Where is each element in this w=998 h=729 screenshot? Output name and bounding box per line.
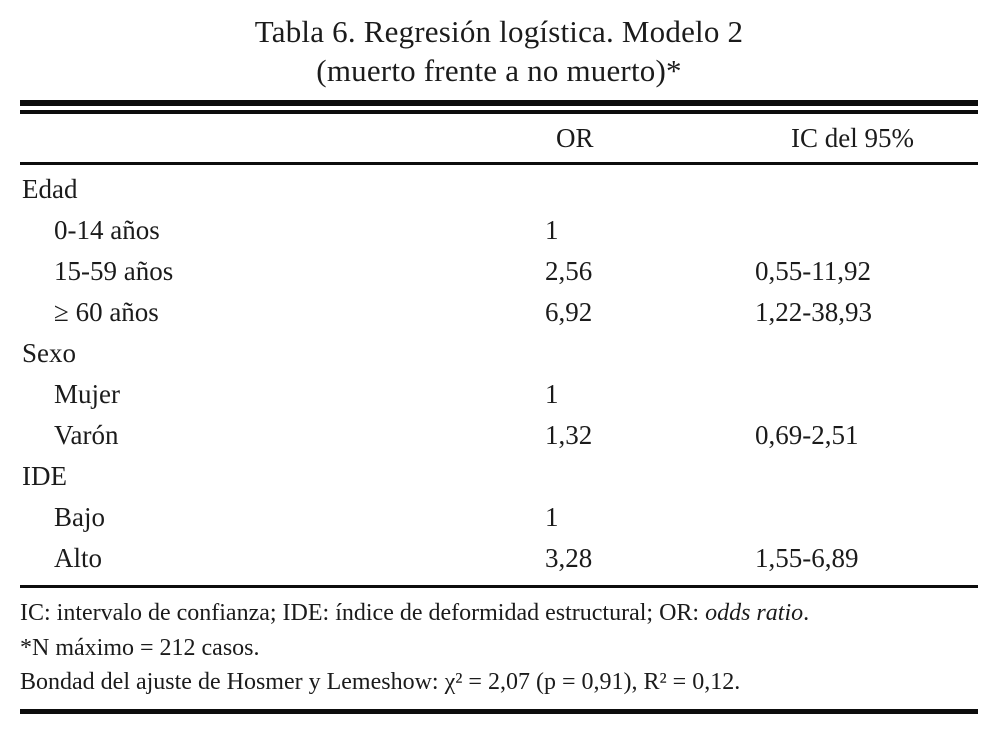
row-label: IDE [22,461,67,491]
footnote-goodness-of-fit: Bondad del ajuste de Hosmer y Lemeshow: … [20,669,741,695]
row-label: Alto [54,543,103,573]
bottom-rule [20,708,978,714]
table-row: Alto 3,28 1,55-6,89 [20,538,978,579]
row-or-value: 2,56 [545,256,593,286]
column-header-ic: IC del 95% [791,122,914,153]
row-label: Mujer [54,379,120,409]
table-title-line2: (muerto frente a no muerto)* [316,53,682,88]
header-rule [20,162,978,165]
body-bottom-rule [20,585,978,588]
table-body: Edad 0-14 años 1 15-59 años 2,56 0,55-11… [20,165,978,585]
table-header-row: OR IC del 95% [20,114,978,162]
table-row: Bajo 1 [20,497,978,538]
footnote-odds-ratio: odds ratio [705,600,804,626]
rule-line [20,100,978,106]
row-label: 15-59 años [54,256,174,286]
table-row: 0-14 años 1 [20,210,978,251]
row-or-value: 1 [545,215,559,245]
footnote-abbreviations: IC: intervalo de confianza; IDE: índice … [20,596,978,631]
row-or-value: 3,28 [545,543,593,573]
row-label: Edad [22,174,78,204]
table-row-group-sexo: Sexo [20,333,978,374]
row-label: Varón [54,420,119,450]
row-label: Bajo [54,502,105,532]
table-row: ≥ 60 años 6,92 1,22-38,93 [20,292,978,333]
row-ic-value: 0,55-11,92 [755,256,871,286]
table-row-group-edad: Edad [20,169,978,210]
row-or-value: 1 [545,379,559,409]
table-title: Tabla 6. Regresión logística. Modelo 2 (… [20,12,978,90]
row-label: ≥ 60 años [54,297,159,327]
footnote-n-max: *N máximo = 212 casos. [20,634,260,661]
footnote-abbr-text: IC: intervalo de confianza; IDE: índice … [20,600,706,626]
row-or-value: 6,92 [545,297,593,327]
column-header-or: OR [556,122,594,153]
table-row: 15-59 años 2,56 0,55-11,92 [20,251,978,292]
table-row-group-ide: IDE [20,456,978,497]
rule-line [20,110,978,114]
row-ic-value: 0,69-2,51 [755,420,859,450]
top-double-rule [20,100,978,114]
row-or-value: 1,32 [545,420,593,450]
table-row: Varón 1,32 0,69-2,51 [20,415,978,456]
footnote-abbr-period: . [803,600,810,626]
table-row: Mujer 1 [20,374,978,415]
table-title-line1: Tabla 6. Regresión logística. Modelo 2 [254,14,744,49]
row-ic-value: 1,22-38,93 [755,297,872,327]
row-ic-value: 1,55-6,89 [755,543,859,573]
row-label: 0-14 años [54,215,160,245]
footnotes: IC: intervalo de confianza; IDE: índice … [20,588,978,700]
row-label: Sexo [22,338,76,368]
row-or-value: 1 [545,502,559,532]
